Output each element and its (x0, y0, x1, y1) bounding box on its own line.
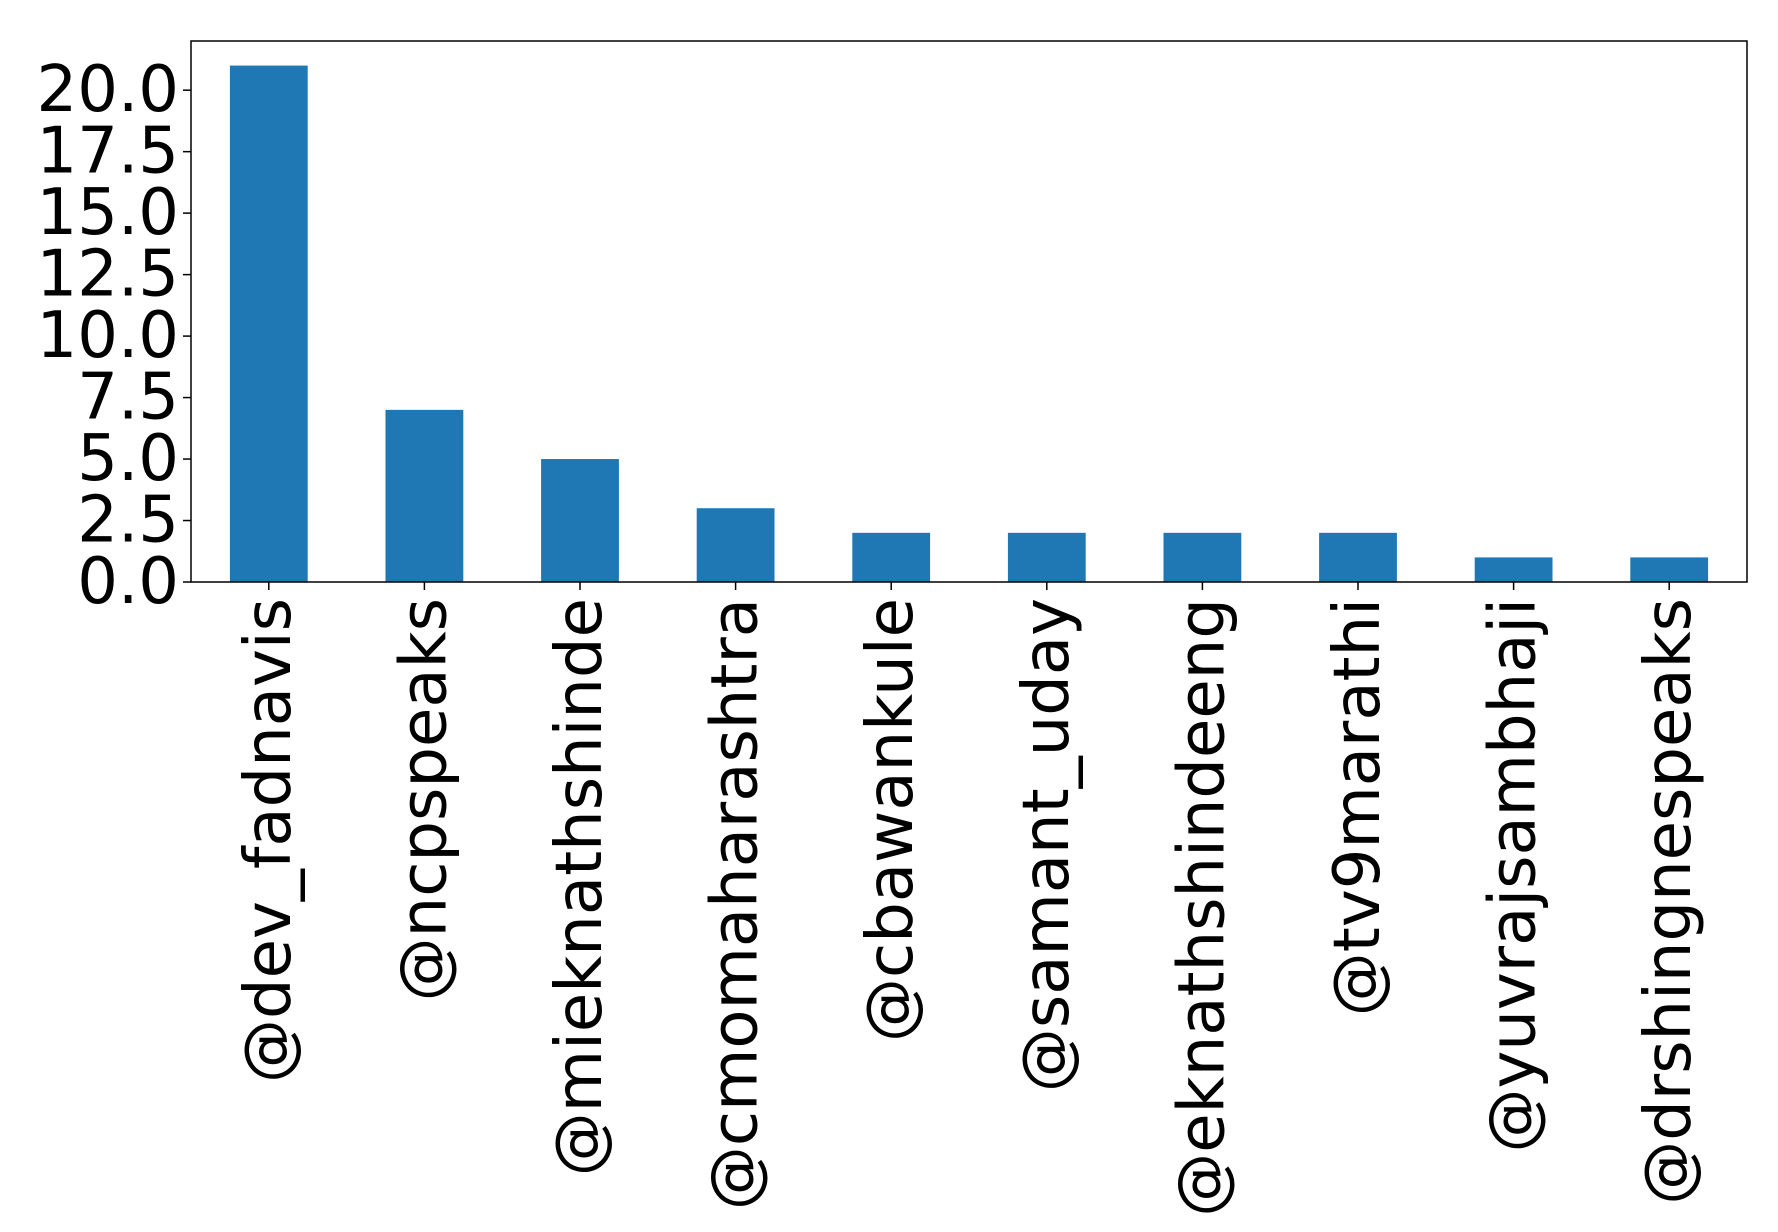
x-tick-label: @samant_uday (1010, 598, 1084, 1092)
y-tick-label: 7.5 (77, 361, 179, 435)
bar-yuvrajsambhaji (1474, 557, 1553, 582)
bar-ncpspeaks (385, 409, 464, 582)
y-tick-label: 2.5 (77, 484, 179, 558)
y-tick-label: 12.5 (37, 238, 180, 312)
y-tick-label: 5.0 (77, 422, 179, 496)
y-tick-label: 0.0 (77, 545, 179, 619)
bar-samant-uday (1007, 532, 1086, 582)
y-tick-label: 20.0 (37, 53, 180, 127)
bar-dev-fadnavis (229, 65, 308, 582)
bar-drshingnespeaks (1630, 557, 1709, 582)
y-axis: 0.02.55.07.510.012.515.017.520.0 (37, 53, 191, 619)
x-tick-label: @tv9marathi (1321, 598, 1395, 1016)
bar-tv9marathi (1319, 532, 1397, 582)
x-tick-label: @cmomaharashtra (699, 598, 773, 1210)
bar-eknathshindeeng (1163, 532, 1242, 582)
bars-group (229, 65, 1709, 582)
x-tick-label: @dev_fadnavis (232, 598, 306, 1083)
x-tick-label: @drshingnespeaks (1632, 598, 1706, 1205)
x-tick-label: @cbawankule (854, 598, 928, 1042)
plot-frame (190, 40, 1748, 583)
y-tick-label: 17.5 (37, 115, 180, 189)
bar-mieknathshinde (541, 459, 619, 582)
y-tick-label: 15.0 (37, 176, 180, 250)
bar-cbawankule (852, 532, 931, 582)
x-axis: @dev_fadnavis @ncpspeaks @mieknathshinde @c… (232, 582, 1706, 1217)
y-tick-label: 10.0 (37, 299, 180, 373)
x-tick-label: @yuvrajsambhaji (1477, 598, 1551, 1153)
x-tick-label: @eknathshindeeng (1165, 598, 1239, 1217)
x-tick-label: @ncpspeaks (387, 598, 461, 1001)
bar-cmomaharashtra (696, 508, 775, 582)
x-tick-label: @mieknathshinde (543, 598, 617, 1176)
